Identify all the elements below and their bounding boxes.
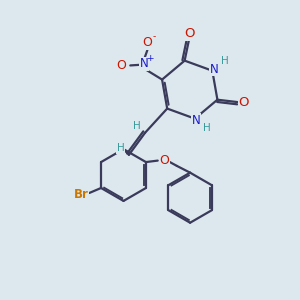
Text: H: H <box>221 56 229 66</box>
Text: O: O <box>239 96 249 109</box>
Text: H: H <box>117 143 124 153</box>
Text: Br: Br <box>74 188 88 201</box>
Text: N: N <box>140 57 148 70</box>
Text: O: O <box>116 59 126 72</box>
Text: O: O <box>142 36 152 49</box>
Text: -: - <box>152 32 155 41</box>
Text: H: H <box>133 121 141 131</box>
Text: O: O <box>159 154 169 167</box>
Text: H: H <box>203 123 211 133</box>
Text: O: O <box>184 27 194 40</box>
Text: +: + <box>147 54 154 63</box>
Text: N: N <box>192 114 201 127</box>
Text: N: N <box>209 63 218 76</box>
